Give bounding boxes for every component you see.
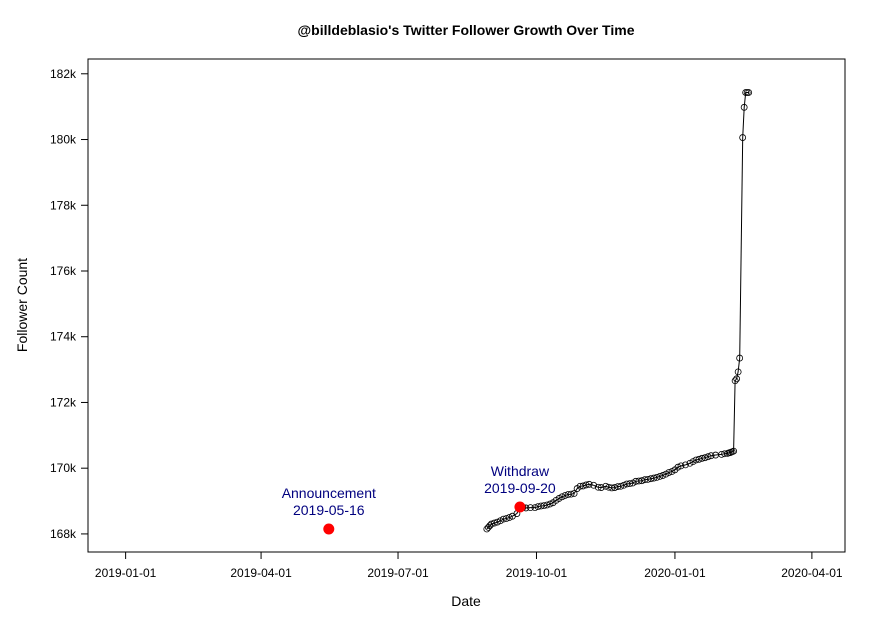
data-point bbox=[733, 375, 741, 383]
y-tick-label: 168k bbox=[50, 527, 77, 541]
data-point bbox=[682, 461, 689, 469]
x-tick-label: 2019-07-01 bbox=[367, 566, 429, 580]
data-point bbox=[677, 462, 685, 470]
x-tick-label: 2019-01-01 bbox=[95, 566, 157, 580]
event-label: Announcement bbox=[282, 485, 376, 501]
data-point bbox=[570, 490, 578, 497]
y-tick-label: 180k bbox=[50, 133, 77, 147]
x-axis-label: Date bbox=[451, 593, 481, 609]
data-point bbox=[590, 481, 598, 489]
data-point bbox=[597, 484, 605, 491]
data-point bbox=[659, 472, 667, 479]
data-point bbox=[739, 134, 747, 141]
y-axis-label: Follower Count bbox=[14, 258, 30, 352]
event-marker bbox=[514, 501, 526, 513]
data-point bbox=[740, 103, 748, 111]
data-point bbox=[505, 514, 513, 521]
chart-title: @billdeblasio's Twitter Follower Growth … bbox=[298, 22, 635, 38]
data-point bbox=[730, 447, 738, 455]
plot-area-frame bbox=[87, 58, 846, 553]
data-point bbox=[527, 504, 534, 512]
data-point bbox=[674, 463, 682, 471]
x-tick-label: 2020-01-01 bbox=[644, 566, 706, 580]
data-point bbox=[692, 456, 700, 464]
data-point bbox=[695, 455, 703, 463]
y-tick-label: 174k bbox=[50, 330, 77, 344]
data-point bbox=[585, 480, 593, 488]
data-point bbox=[499, 515, 507, 523]
data-point bbox=[602, 482, 610, 490]
y-axis: 168k 170k 172k 174k 176k 178k 180k 182k bbox=[50, 67, 89, 541]
x-axis: 2019-01-01 2019-04-01 2019-07-01 2019-10-01… bbox=[95, 551, 843, 580]
data-point bbox=[546, 500, 554, 508]
data-point bbox=[698, 454, 706, 462]
data-point bbox=[736, 354, 744, 362]
series-line bbox=[486, 92, 749, 530]
x-tick-label: 2019-04-01 bbox=[230, 566, 292, 580]
y-tick-label: 172k bbox=[50, 395, 77, 409]
data-point bbox=[617, 482, 625, 490]
data-point bbox=[582, 481, 590, 489]
data-point bbox=[558, 493, 566, 501]
data-point bbox=[665, 469, 673, 476]
x-tick-label: 2020-04-01 bbox=[781, 566, 843, 580]
data-point bbox=[540, 502, 548, 510]
data-point bbox=[745, 89, 753, 96]
event-date-label: 2019-09-20 bbox=[484, 480, 556, 496]
data-point bbox=[502, 515, 510, 522]
data-point bbox=[531, 504, 539, 512]
data-point bbox=[704, 453, 712, 461]
event-label: Withdraw bbox=[491, 463, 550, 479]
data-point bbox=[487, 520, 495, 528]
data-point bbox=[594, 483, 602, 491]
event-marker bbox=[323, 523, 335, 535]
data-point bbox=[653, 473, 661, 481]
y-tick-label: 178k bbox=[50, 198, 77, 212]
data-point bbox=[650, 474, 658, 482]
data-point bbox=[626, 480, 634, 488]
y-tick-label: 176k bbox=[50, 264, 77, 278]
y-tick-label: 170k bbox=[50, 461, 77, 475]
data-point bbox=[731, 377, 739, 385]
y-tick-label: 182k bbox=[50, 67, 77, 81]
data-point bbox=[707, 452, 715, 460]
data-point bbox=[543, 501, 551, 509]
data-point bbox=[567, 490, 575, 498]
data-point bbox=[701, 454, 709, 462]
data-point bbox=[734, 368, 742, 376]
x-tick-label: 2019-10-01 bbox=[506, 566, 568, 580]
data-point bbox=[656, 473, 664, 480]
data-point bbox=[579, 482, 587, 490]
series-layer bbox=[483, 89, 753, 533]
event-date-label: 2019-05-16 bbox=[293, 502, 365, 518]
data-point bbox=[620, 481, 628, 489]
data-point bbox=[493, 518, 501, 526]
data-point bbox=[490, 519, 498, 527]
